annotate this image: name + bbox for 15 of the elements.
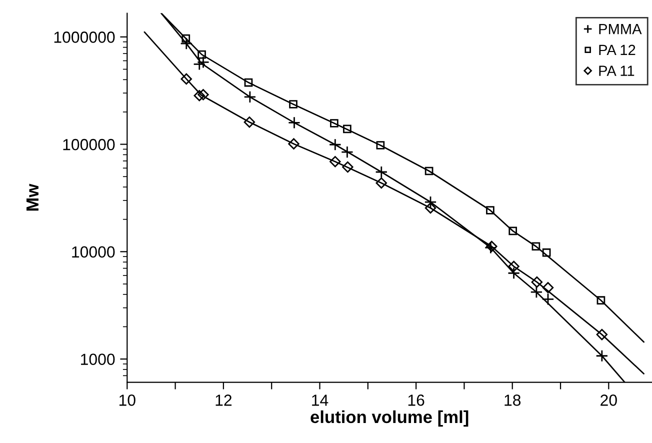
y-tick-label: 10000 <box>72 246 115 258</box>
y-tick-label: 100000 <box>63 138 115 150</box>
y-axis-title: Mw <box>26 184 38 211</box>
x-axis-title: elution volume [ml] <box>310 410 468 427</box>
legend-label: PA 11 <box>599 66 634 76</box>
legend-label: PMMA <box>599 24 642 34</box>
x-tick-label: 12 <box>216 394 232 406</box>
x-tick-label: 14 <box>312 394 328 406</box>
x-tick-label: 20 <box>600 394 617 406</box>
y-tick-label: 1000000 <box>54 32 115 43</box>
x-tick-label: 16 <box>408 394 424 406</box>
x-tick-label: 18 <box>504 394 521 406</box>
legend-label: PA 12 <box>599 44 636 55</box>
x-tick-label: 10 <box>119 394 136 406</box>
y-tick-label: 1000 <box>81 354 115 365</box>
